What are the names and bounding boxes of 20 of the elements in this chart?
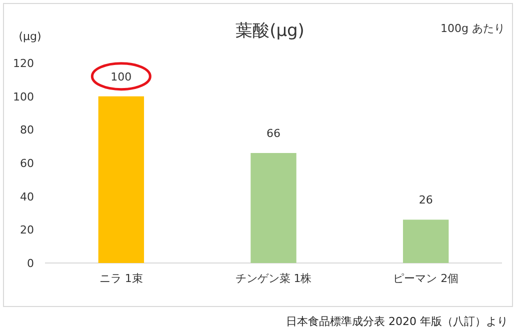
y-tick-label: 20 <box>20 224 34 237</box>
x-tick-label: チンゲン菜 1株 <box>235 272 312 285</box>
y-tick-label: 80 <box>20 124 34 137</box>
y-tick-label: 100 <box>13 90 34 104</box>
bar <box>98 96 144 263</box>
text: 100g あたり <box>440 22 505 35</box>
bar <box>402 220 449 263</box>
y-axis-title: (μg) <box>18 30 42 43</box>
data-label: 26 <box>418 194 433 207</box>
data-label: 66 <box>266 127 280 140</box>
y-tick-label: 60 <box>20 157 34 170</box>
y-tick-label: 40 <box>20 190 34 204</box>
y-tick-label: 120 <box>13 57 34 70</box>
text: 日本食品標準成分表 2020 年版（八訂）より <box>286 315 508 328</box>
chart-title: 葉酸(μg) <box>236 21 304 41</box>
bar <box>250 153 296 263</box>
y-tick-label: 0 <box>27 257 34 270</box>
data-label: 100 <box>110 70 132 84</box>
x-tick-label: ピーマン 2個 <box>393 272 459 285</box>
x-tick-label: ニラ 1束 <box>99 272 143 285</box>
